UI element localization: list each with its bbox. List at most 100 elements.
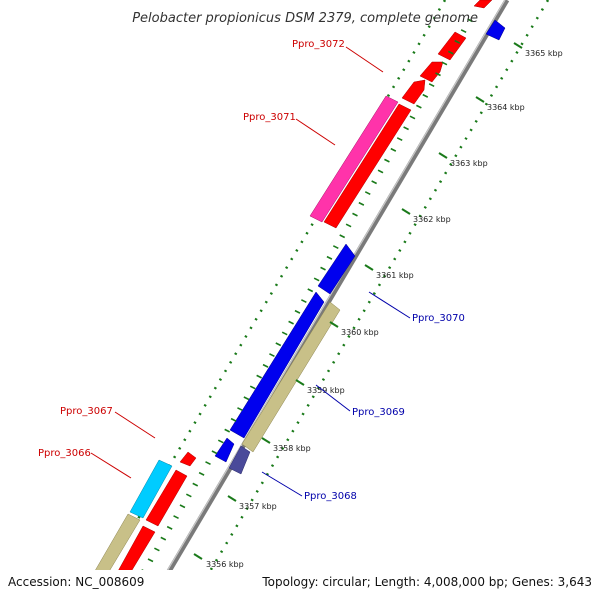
ruler-minor-tick (230, 417, 237, 422)
topology-text: Topology: circular; Length: 4,008,000 bp… (261, 575, 592, 589)
ruler-minor-tick (352, 212, 358, 217)
leader-3071 (295, 118, 336, 146)
ruler-minor-tick (396, 137, 403, 142)
ruler-minor-tick (320, 266, 326, 271)
ruler-major-tick (475, 96, 485, 103)
tick-label-3364: 3364 kbp (487, 103, 525, 112)
ruler-minor-tick (384, 158, 390, 163)
ruler-major-tick (364, 264, 374, 271)
ruler-minor-tick (441, 61, 448, 66)
ruler-major-tick (295, 379, 305, 386)
ruler-minor-tick (160, 536, 167, 541)
gene-red-3065[interactable] (102, 525, 156, 600)
gene-blue-3070[interactable] (317, 243, 356, 295)
leader-3068 (261, 471, 303, 497)
gene-slate-3068[interactable] (228, 445, 251, 475)
genome-backbone (166, 0, 510, 570)
ruler-minor-tick (364, 191, 371, 196)
gene-blue-3069[interactable] (229, 291, 325, 439)
ruler-ticks (129, 18, 523, 594)
leader-3066 (90, 452, 132, 479)
ruler-minor-tick (237, 407, 243, 412)
ruler-minor-tick (447, 50, 454, 55)
ruler-minor-tick (224, 428, 231, 433)
ruler-minor-tick (192, 482, 199, 487)
ruler-minor-tick (416, 104, 422, 109)
ruler-minor-tick (173, 515, 179, 520)
gene-label-3068[interactable]: Ppro_3068 (304, 491, 357, 502)
gene-red-top-partial[interactable] (473, 0, 493, 9)
ruler-minor-tick (294, 309, 301, 314)
ruler-minor-tick (326, 255, 333, 260)
leader-3067 (114, 411, 156, 439)
tick-label-3361: 3361 kbp (376, 271, 414, 280)
gene-cyan-3066[interactable] (129, 459, 173, 519)
ruler-minor-tick (428, 83, 435, 88)
ruler-minor-tick (205, 461, 211, 466)
gene-label-3072[interactable]: Ppro_3072 (292, 39, 345, 50)
tick-label-3362: 3362 kbp (413, 215, 451, 224)
ruler-major-tick (193, 553, 203, 560)
ruler-minor-tick (249, 385, 256, 390)
gene-red-3073[interactable] (437, 31, 467, 61)
gene-blue-3068[interactable] (214, 437, 235, 463)
ruler-major-tick (513, 42, 523, 49)
ruler-minor-tick (256, 374, 262, 379)
gene-label-3067[interactable]: Ppro_3067 (60, 406, 113, 417)
ruler-minor-tick (275, 342, 282, 347)
gene-label-3069[interactable]: Ppro_3069 (352, 407, 405, 418)
gene-label-3071[interactable]: Ppro_3071 (243, 112, 296, 123)
gene-red-3072b[interactable] (419, 61, 444, 83)
gene-khaki-3065[interactable] (78, 513, 141, 600)
ruler-minor-tick (179, 504, 186, 509)
outer-dotted-track-right (209, 0, 550, 570)
gene-blue-3074[interactable] (485, 19, 506, 41)
ruler-minor-tick (154, 547, 160, 552)
ruler-minor-tick (307, 288, 314, 293)
tick-label-3365: 3365 kbp (525, 49, 563, 58)
ruler-minor-tick (198, 471, 205, 476)
ruler-minor-tick (185, 493, 192, 498)
ruler-minor-tick (339, 234, 346, 239)
leader-3070 (368, 291, 411, 319)
ruler-minor-tick (403, 126, 409, 131)
ruler-major-tick (401, 208, 411, 215)
ruler-minor-tick (147, 558, 154, 563)
ruler-minor-tick (243, 396, 250, 401)
map-title: Pelobacter propionicus DSM 2379, complet… (132, 11, 478, 26)
ruler-minor-tick (269, 353, 275, 358)
ruler-minor-tick (217, 439, 224, 444)
ruler-minor-tick (435, 72, 441, 77)
gene-red-3066[interactable] (145, 469, 188, 527)
tick-label-3359: 3359 kbp (307, 386, 345, 395)
gene-red-3071[interactable] (323, 103, 412, 229)
gene-red-3072[interactable] (401, 79, 426, 105)
ruler-minor-tick (129, 591, 134, 594)
ruler-minor-tick (345, 223, 352, 228)
ruler-minor-tick (467, 18, 473, 23)
ruler-minor-tick (377, 169, 384, 174)
tick-label-3360: 3360 kbp (341, 328, 379, 337)
ruler-minor-tick (390, 147, 397, 152)
gene-label-3066[interactable]: Ppro_3066 (38, 448, 91, 459)
leader-3072 (345, 46, 384, 73)
tick-label-3356: 3356 kbp (206, 560, 244, 569)
gene-magenta-3071[interactable] (309, 95, 399, 223)
ruler-minor-tick (313, 277, 320, 282)
tick-label-3357: 3357 kbp (239, 502, 277, 511)
gene-red-3067-arrow[interactable] (179, 451, 197, 467)
gene-khaki-3069[interactable] (241, 301, 341, 453)
ruler-minor-tick (358, 201, 365, 206)
ruler-minor-tick (281, 331, 288, 336)
tick-label-3363: 3363 kbp (450, 159, 488, 168)
gene-label-3070[interactable]: Ppro_3070 (412, 313, 465, 324)
ruler-minor-tick (371, 180, 378, 185)
ruler-minor-tick (262, 363, 269, 368)
ruler-minor-tick (166, 525, 173, 530)
ruler-major-tick (329, 321, 339, 328)
leader-3069 (315, 384, 351, 412)
ruler-minor-tick (422, 93, 429, 98)
ruler-minor-tick (141, 569, 144, 570)
tick-label-3358: 3358 kbp (273, 444, 311, 453)
